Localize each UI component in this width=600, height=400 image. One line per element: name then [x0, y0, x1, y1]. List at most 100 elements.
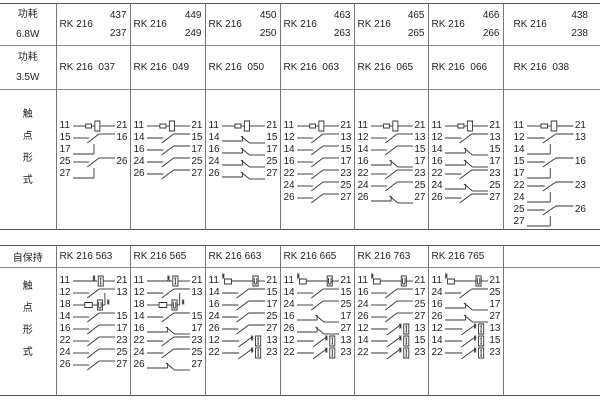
contact-diagram-cell: 11 21 12 13 18 14 15 16 17 22 23 24 25 26 27 — [55, 267, 131, 396]
contact-row: 17 — [60, 144, 128, 156]
terminal-right: 15 — [489, 144, 501, 155]
terminal-right: 17 — [414, 156, 426, 167]
contact-row: 12 13 — [134, 287, 203, 299]
power-label: 功耗 — [17, 8, 38, 20]
terminal-right: 15 — [414, 144, 426, 155]
terminal-right: 25 — [414, 180, 426, 191]
terminal-left: 11 — [357, 275, 368, 286]
no-contact-symbol-icon — [371, 299, 413, 311]
no-contact-symbol-icon — [297, 192, 339, 204]
model-prefix: RK 216 — [208, 19, 242, 30]
contact-diagram: 11 21 14 15 16 17 24 25 26 27 — [209, 120, 278, 180]
contact-row: 12 13 — [514, 132, 586, 144]
contact-row: 12 13 — [60, 287, 128, 299]
model-number-bottom: 238 — [571, 27, 588, 39]
contact-row: 12 13 — [358, 323, 426, 335]
contact-row: 11 21 — [60, 120, 128, 132]
terminal-left: 11 — [283, 275, 294, 286]
contact-row: 25 26 — [60, 156, 128, 168]
terminal-left: 11 — [431, 120, 442, 131]
contact-row: 24 25 — [134, 347, 203, 359]
contact-diagram-cell: 11 21 14 15 16 17 24 25 26 27 — [129, 89, 206, 230]
terminal-left: 24 — [283, 180, 295, 191]
coilUtop-contact-symbol-icon — [297, 275, 339, 287]
terminal-left: 24 — [357, 180, 369, 191]
model-number-top: 466 — [482, 9, 500, 21]
terminal-right: 13 — [489, 323, 501, 334]
terminal-left: 11 — [513, 120, 524, 131]
label-char: 形 — [22, 325, 33, 336]
relay-table-latching: 自保持 RK 216 563 RK 216 565 RK 216 663 RK 216… — [0, 245, 600, 396]
no-contact-symbol-icon — [297, 287, 339, 299]
coilUtop-contact-symbol-icon — [371, 275, 413, 287]
terminal-left: 11 — [283, 120, 294, 131]
terminal-left: 26 — [283, 323, 295, 334]
terminal-left: 24 — [357, 299, 369, 310]
nc-contact-symbol-icon — [297, 323, 339, 335]
terminal-left: 22 — [357, 168, 369, 179]
terminal-right: 13 — [489, 132, 501, 143]
label-char: 触 — [22, 109, 33, 120]
contact-diagram: 11 21 14 15 24 25 16 17 26 27 12 13 22 23 — [284, 275, 352, 359]
terminal-left: 22 — [431, 168, 443, 179]
contact-row: 16 17 — [134, 323, 203, 335]
contact-diagram-cell: 11 21 12 13 14 15 16 17 22 23 24 25 26 27 — [353, 89, 429, 230]
terminal-left: 12 — [283, 132, 295, 143]
terminal-left: 24 — [283, 299, 295, 310]
terminal-left: 24 — [208, 311, 220, 322]
contact-row: 26 27 — [134, 359, 203, 371]
terminal-left: 25 — [59, 156, 71, 167]
contact-row: 24 25 — [358, 299, 426, 311]
model-6-8w: RK 216 466 266 — [427, 3, 504, 46]
contact-row: 26 27 — [358, 192, 426, 204]
contact-row: 11 21 — [60, 275, 128, 287]
coil-contact-symbol-icon — [297, 120, 339, 132]
terminal-left: 14 — [431, 144, 443, 155]
terminal-right: 21 — [116, 275, 128, 286]
label-char: 点 — [22, 131, 33, 142]
terminal-right: 27 — [414, 192, 426, 203]
terminal-left: 18 — [133, 299, 145, 310]
model-number-top: 463 — [333, 9, 351, 21]
no-contact-symbol-icon — [445, 287, 488, 299]
terminal-right: 15 — [116, 311, 128, 322]
contact-diagram: 11 21 12 13 14 15 16 17 22 23 24 25 26 27 — [514, 120, 587, 228]
contact-row: 14 — [514, 144, 587, 156]
contact-diagram-cell: 11 21 12 13 14 15 16 17 22 23 24 25 26 27 — [502, 89, 600, 230]
terminal-left: 16 — [208, 299, 220, 310]
terminal-left: 26 — [133, 359, 145, 370]
contact-row: 26 27 — [284, 192, 352, 204]
nc-contact-symbol-icon — [222, 156, 265, 168]
contact-row: 26 27 — [209, 168, 278, 180]
contact-row: 11 21 — [432, 120, 501, 132]
terminal-right: 21 — [266, 120, 278, 131]
terminal-right: 23 — [340, 347, 352, 358]
power-value: 3.5W — [16, 71, 40, 83]
latching-model: RK 216 663 — [204, 245, 281, 268]
no-contact-symbol-icon — [445, 168, 488, 180]
contact-diagram: 11 21 16 17 24 25 26 27 12 13 14 15 22 23 — [358, 275, 426, 359]
contact-row: 22 23 — [209, 347, 278, 359]
no-contact-symbol-icon — [371, 168, 413, 180]
no-contact-symbol-icon — [147, 168, 190, 180]
model-number-bottom: 265 — [407, 27, 425, 39]
no-contact-symbol-icon — [527, 132, 574, 144]
co-contact-symbol-icon — [527, 216, 574, 228]
contact-row: 14 15 — [284, 144, 352, 156]
terminal-right: 23 — [489, 168, 501, 179]
model-3-5w: RK 216 037 — [55, 45, 131, 90]
terminal-left: 12 — [283, 335, 295, 346]
latching-label: 自保持 — [0, 245, 57, 268]
model-6-8w: RK 216 438 238 — [502, 3, 600, 46]
no-contact-symbol-icon — [147, 156, 190, 168]
no-contact-symbol-icon — [147, 287, 190, 299]
contact-row: 27 — [60, 168, 128, 180]
contact-row: 14 15 — [432, 335, 501, 347]
terminal-left: 14 — [133, 132, 145, 143]
power-label-3-5w: 功耗 3.5W — [0, 45, 57, 90]
terminal-right: 17 — [191, 144, 203, 155]
terminal-left: 16 — [357, 156, 369, 167]
terminal-right: 13 — [414, 323, 426, 334]
terminal-left: 22 — [283, 347, 295, 358]
terminal-right: 15 — [489, 335, 501, 346]
